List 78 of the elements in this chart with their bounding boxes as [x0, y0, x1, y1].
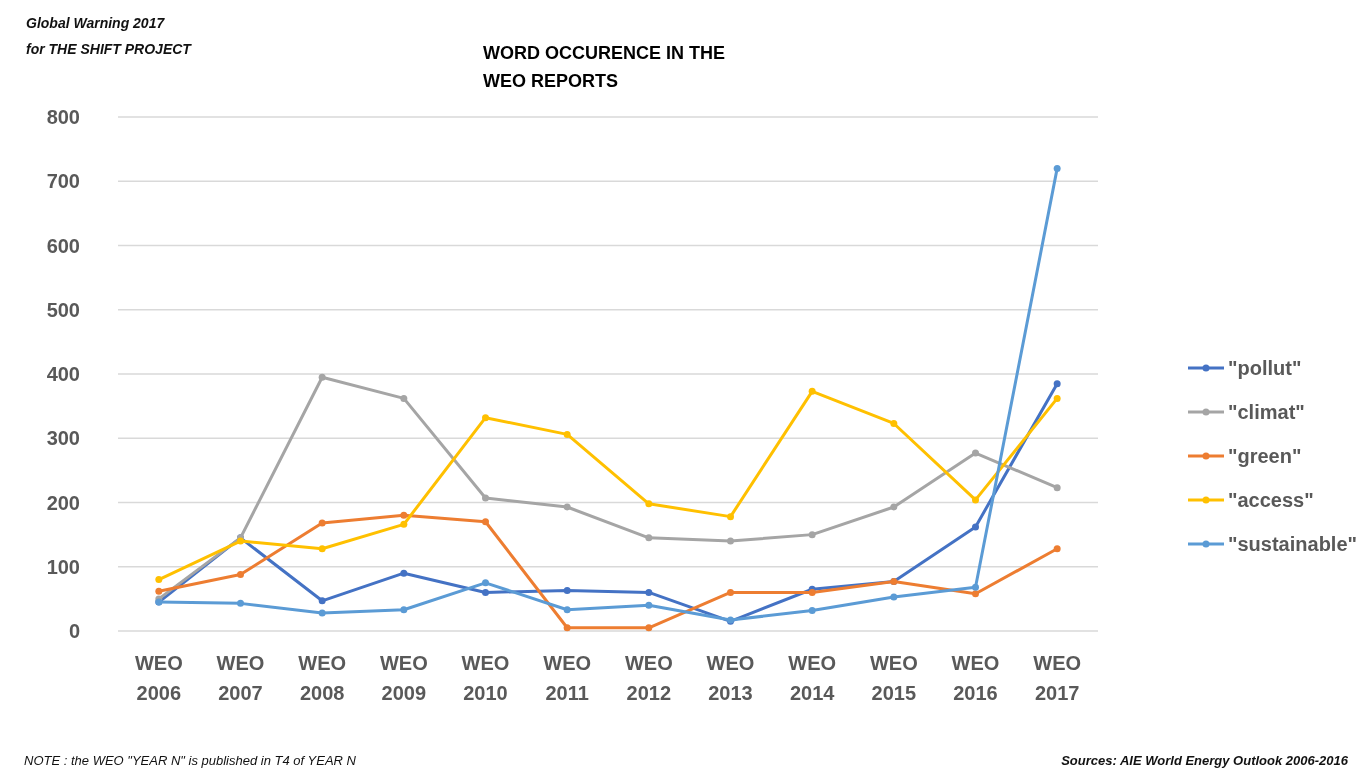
point [400, 394, 408, 402]
source-note: Sources: AIE World Energy Outlook 2006-2016 [1061, 753, 1349, 768]
point [727, 537, 734, 545]
point [155, 587, 163, 595]
legend-label: "climat" [1228, 401, 1305, 423]
point [318, 545, 326, 553]
y-tick-label: 800 [46, 106, 80, 128]
x-tick-label: WEO 2015 [869, 652, 918, 704]
chart-title: WORD OCCURENCE IN THE WEO REPORTS [483, 43, 725, 91]
text: NOTE : the WEO "YEAR N" is published in T4 of YEAR N [24, 753, 357, 768]
y-tick-label: 700 [46, 170, 80, 193]
point [563, 624, 571, 632]
point [318, 597, 326, 605]
point [318, 373, 326, 381]
point [400, 520, 408, 528]
point [563, 430, 571, 438]
point [972, 449, 979, 457]
legend-label: "pollut" [1228, 357, 1302, 379]
point [155, 576, 163, 584]
point [1053, 164, 1061, 172]
point [237, 599, 244, 607]
y-tick-label: 200 [46, 491, 80, 514]
point [482, 414, 489, 422]
x-tick-label: WEO 2008 [298, 652, 347, 704]
point [972, 583, 979, 591]
point [890, 503, 898, 511]
point [1053, 545, 1061, 553]
point [645, 588, 653, 596]
x-tick-label: WEO 2007 [216, 652, 265, 704]
y-tick-label: 400 [46, 363, 80, 385]
y-tick-label: 100 [46, 555, 80, 578]
x-tick-label: WEO 2006 [134, 652, 183, 704]
point [972, 590, 979, 598]
point [972, 523, 979, 531]
point [563, 587, 571, 595]
point [482, 518, 489, 526]
x-tick-label: WEO 2012 [624, 652, 673, 704]
point [890, 419, 898, 427]
point [1053, 394, 1061, 402]
point [482, 588, 489, 596]
y-tick-label: 0 [68, 620, 80, 642]
point [237, 570, 244, 578]
legend-label: "sustainable" [1228, 533, 1358, 555]
point [645, 500, 653, 508]
x-tick-label: WEO 2009 [379, 652, 428, 704]
point [563, 503, 571, 511]
point [727, 588, 734, 596]
x-tick-label: WEO 2011 [543, 652, 592, 704]
point [890, 593, 898, 601]
point [645, 534, 653, 542]
point [482, 579, 489, 587]
y-tick-label: 300 [46, 427, 80, 450]
point [808, 606, 816, 614]
x-tick-label: WEO 2016 [951, 652, 1000, 704]
text: Global Warning 2017 for THE SHIFT PROJECT [26, 15, 193, 57]
x-tick-label: WEO 2010 [461, 652, 510, 704]
point [318, 519, 326, 527]
point [400, 569, 408, 577]
point [645, 601, 653, 609]
point [808, 531, 816, 539]
point [808, 387, 816, 395]
x-tick-label: WEO 2014 [788, 652, 837, 704]
point [1053, 484, 1061, 492]
point [727, 513, 734, 521]
point [318, 609, 326, 617]
point [400, 606, 408, 614]
point [645, 624, 653, 632]
point [400, 511, 408, 519]
point [1053, 380, 1061, 388]
x-tick-label: WEO 2013 [706, 652, 755, 704]
x-tick-label: WEO 2017 [1033, 652, 1082, 704]
y-tick-label: 500 [46, 298, 80, 321]
point [972, 496, 979, 504]
point [563, 606, 571, 614]
y-tick-label: 600 [46, 234, 80, 257]
legend-label: "green" [1228, 445, 1302, 467]
legend-label: "access" [1228, 489, 1314, 511]
point [482, 494, 489, 502]
